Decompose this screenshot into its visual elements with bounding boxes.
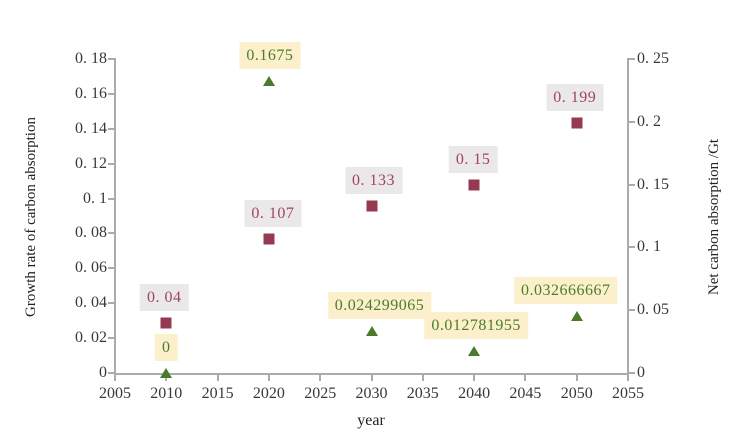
- y-left-tick-label: 0. 04: [75, 294, 107, 312]
- y-right-tick: [629, 372, 635, 374]
- y-right-tick-label: 0. 15: [637, 175, 669, 193]
- x-tick: [575, 375, 578, 381]
- y-axis-left-title: Growth rate of carbon absorption: [23, 117, 39, 317]
- x-tick-label: 2020: [252, 385, 285, 402]
- y-left-tick-label: 0. 02: [75, 329, 107, 347]
- y-right-tick: [629, 58, 635, 60]
- x-tick-label: 2045: [509, 385, 542, 402]
- y-left-tick-label: 0. 06: [75, 259, 107, 277]
- net-carbon-absorption-data-label: 0. 107: [244, 199, 302, 227]
- x-tick: [165, 375, 168, 381]
- y-right-tick-label: 0. 1: [637, 238, 661, 256]
- y-left-tick-label: 0. 16: [75, 84, 107, 102]
- y-left-tick: [108, 372, 114, 374]
- x-tick: [421, 375, 424, 381]
- x-tick-label: 2030: [355, 385, 388, 402]
- y-left-tick: [108, 302, 114, 305]
- x-tick: [370, 375, 373, 381]
- x-axis-title: year: [357, 412, 385, 429]
- x-tick-label: 2025: [304, 385, 337, 402]
- net-carbon-absorption-marker: [571, 117, 583, 129]
- y-left-tick: [108, 337, 114, 340]
- growth-rate-of-carbon-absorption-data-label: 0: [155, 334, 178, 361]
- growth-rate-of-carbon-absorption-data-label: 0.024299065: [327, 291, 432, 319]
- growth-rate-of-carbon-absorption-data-label: 0.012781955: [424, 311, 528, 339]
- x-tick: [524, 375, 527, 381]
- y-right-tick-label: 0: [637, 364, 645, 381]
- y-left-tick: [108, 58, 114, 60]
- x-tick-label: 2035: [406, 385, 439, 402]
- x-tick: [473, 375, 476, 381]
- x-tick: [216, 375, 219, 381]
- y-axis-left-line: [114, 58, 116, 375]
- x-tick-label: 2015: [201, 385, 234, 402]
- x-tick-label: 2055: [612, 385, 644, 402]
- growth-rate-of-carbon-absorption-marker: [570, 311, 583, 321]
- y-right-tick-label: 0. 25: [637, 50, 669, 67]
- y-left-tick-label: 0. 18: [75, 50, 107, 67]
- y-left-tick: [108, 162, 114, 165]
- net-carbon-absorption-data-label: 0. 133: [345, 166, 402, 194]
- x-tick: [114, 375, 116, 381]
- y-right-tick: [629, 246, 635, 249]
- y-left-tick-label: 0. 14: [75, 119, 107, 137]
- y-right-tick-label: 0. 05: [637, 301, 669, 319]
- y-left-tick: [108, 267, 114, 270]
- net-carbon-absorption-marker: [160, 317, 172, 329]
- x-tick: [267, 375, 270, 381]
- y-left-tick-label: 0. 1: [83, 189, 107, 207]
- x-tick: [319, 375, 322, 381]
- x-tick-label: 2040: [458, 385, 491, 402]
- net-carbon-absorption-data-label: 0. 04: [140, 283, 189, 311]
- growth-rate-of-carbon-absorption-marker: [160, 368, 173, 378]
- x-tick-label: 2005: [99, 385, 131, 402]
- growth-rate-of-carbon-absorption-marker: [262, 75, 275, 86]
- y-right-tick: [629, 309, 635, 312]
- y-axis-right-line: [627, 58, 629, 375]
- net-carbon-absorption-marker: [366, 200, 377, 212]
- y-left-tick: [108, 232, 114, 235]
- net-carbon-absorption-marker: [468, 179, 480, 191]
- y-left-tick: [108, 197, 114, 200]
- x-tick: [627, 375, 629, 381]
- y-right-tick: [629, 120, 635, 123]
- growth-rate-of-carbon-absorption-marker: [468, 345, 481, 356]
- y-left-tick: [108, 127, 114, 130]
- y-left-tick: [108, 92, 114, 95]
- y-left-tick-label: 0: [99, 364, 107, 381]
- growth-rate-of-carbon-absorption-data-label: 0.032666667: [513, 277, 618, 304]
- net-carbon-absorption-marker: [263, 233, 275, 245]
- growth-rate-of-carbon-absorption-marker: [365, 325, 378, 336]
- net-carbon-absorption-data-label: 0. 15: [448, 145, 498, 173]
- x-tick-label: 2050: [560, 385, 593, 402]
- y-right-tick-label: 0. 2: [637, 112, 661, 130]
- y-axis-right-title: Net carbon absorption /Gt: [706, 138, 722, 296]
- y-left-tick-label: 0. 08: [75, 224, 107, 242]
- y-right-tick: [629, 183, 635, 186]
- net-carbon-absorption-data-label: 0. 199: [546, 84, 604, 112]
- y-left-tick-label: 0. 12: [75, 154, 107, 172]
- x-axis-line: [114, 373, 629, 375]
- x-tick-label: 2010: [150, 385, 183, 402]
- growth-rate-of-carbon-absorption-data-label: 0.1675: [239, 41, 301, 69]
